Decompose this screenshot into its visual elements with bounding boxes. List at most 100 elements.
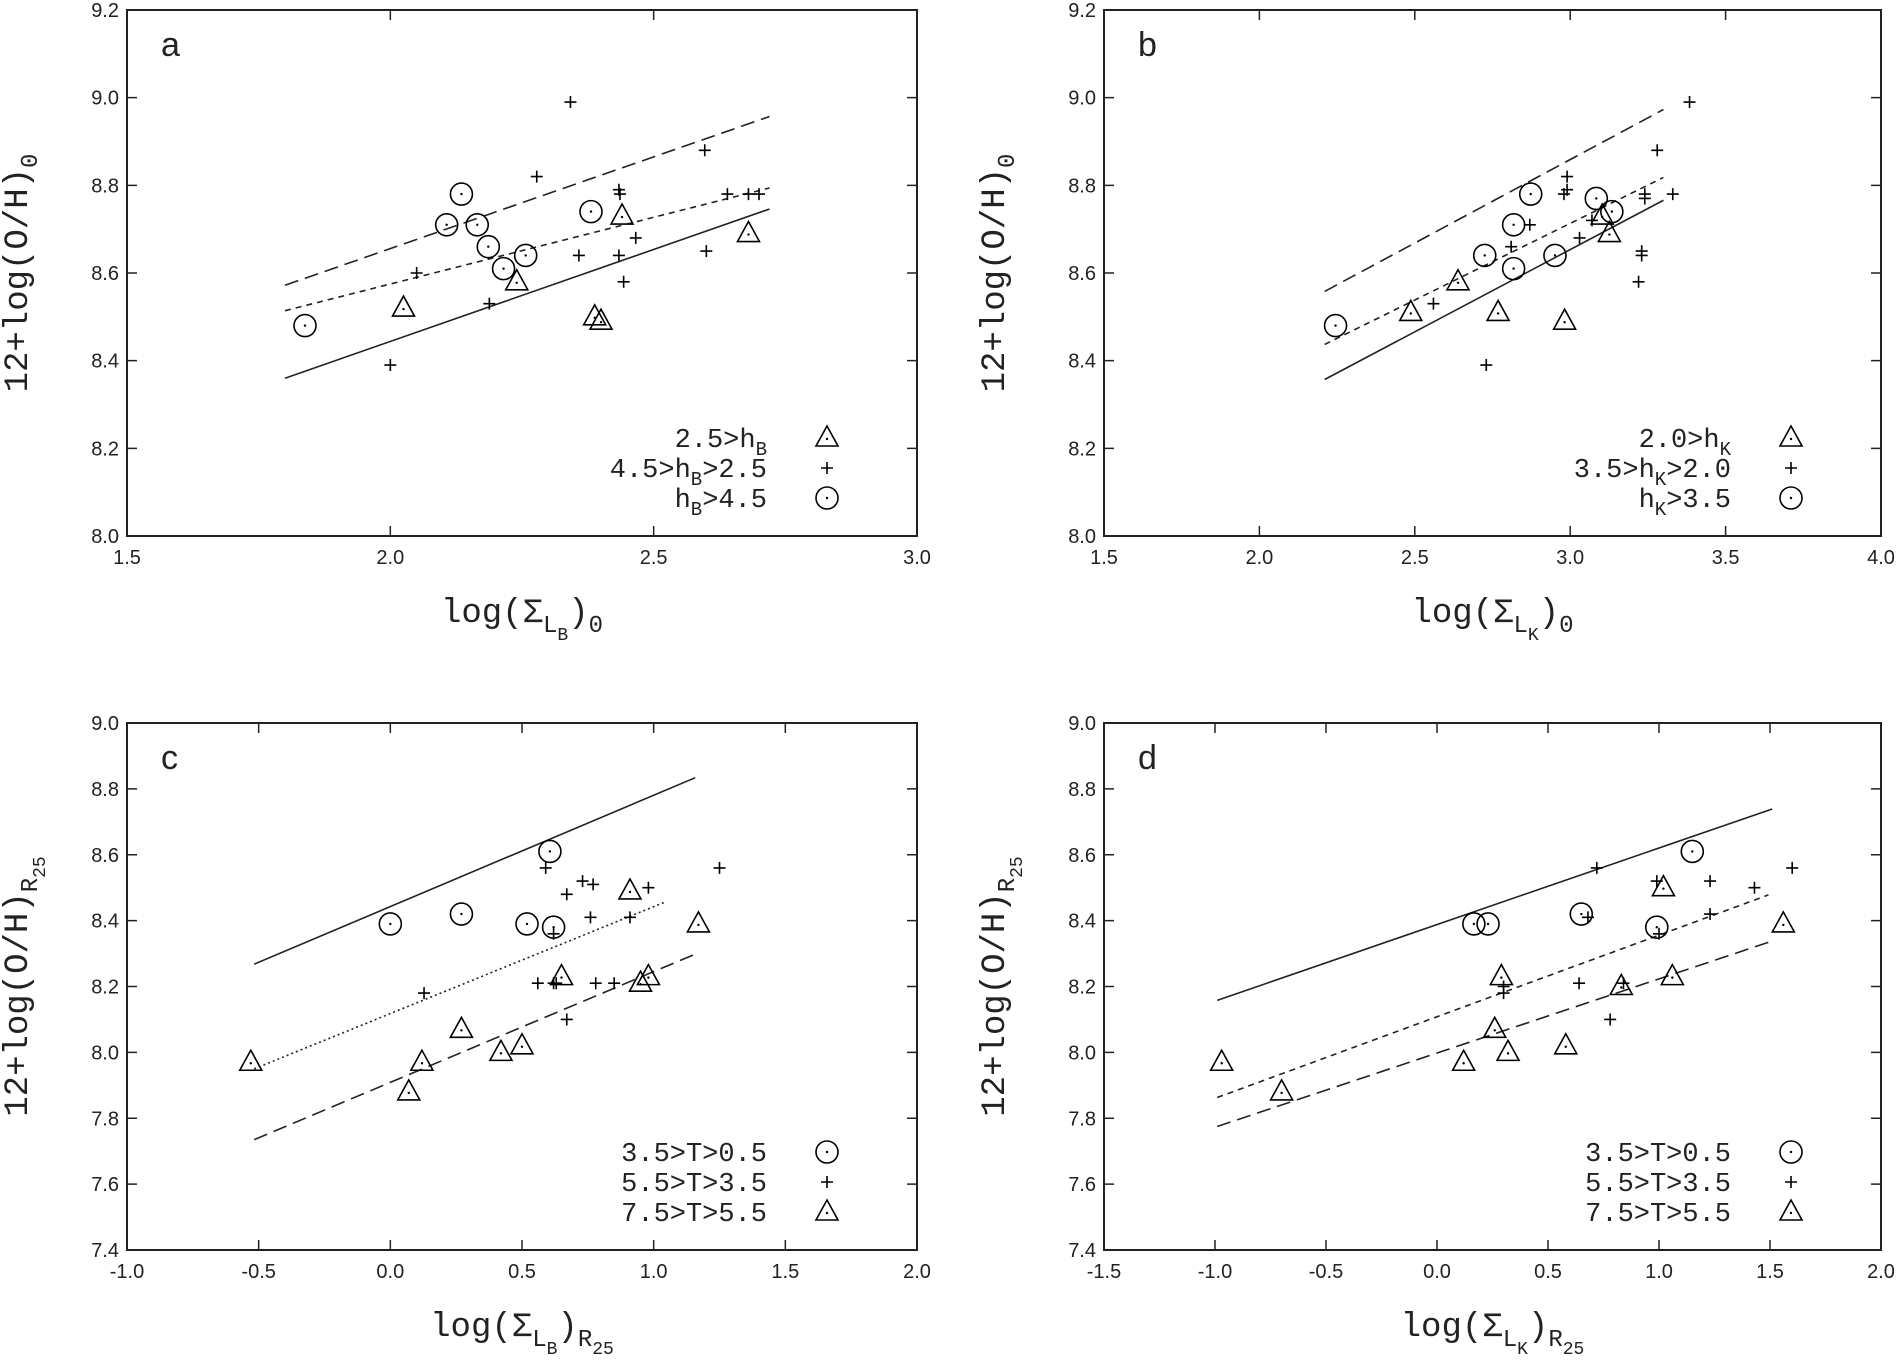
marker — [1597, 219, 1622, 243]
marker-dot — [487, 245, 490, 248]
y-tick-label: 8.0 — [91, 526, 119, 548]
legend-label: 3.5>hK>2.0 — [1574, 456, 1731, 491]
marker — [1584, 186, 1609, 211]
marker — [515, 912, 539, 936]
marker-ring — [515, 912, 539, 936]
x-tick-label: 0.0 — [1423, 1261, 1451, 1283]
marker-dot — [525, 922, 529, 926]
marker-dot — [1553, 254, 1557, 257]
marker-dot — [1789, 496, 1793, 500]
marker-ring — [1779, 1140, 1803, 1164]
legend-marker — [1778, 1198, 1804, 1221]
label-part: R — [995, 878, 1022, 892]
x-tick-label: 2.5 — [1401, 547, 1429, 569]
y-tick-label: 7.6 — [91, 1174, 119, 1196]
marker-ring — [579, 199, 603, 224]
label-part: B — [547, 1340, 558, 1360]
marker-dot — [1493, 1029, 1496, 1032]
marker — [1644, 915, 1669, 940]
marker-triangle — [1398, 298, 1424, 322]
label-part: L — [1503, 1327, 1517, 1354]
x-tick-label: 1.5 — [1090, 547, 1118, 569]
label-part: K — [1720, 439, 1732, 461]
y-tick-label: 7.4 — [91, 1240, 119, 1262]
x-tick-label: 1.5 — [113, 547, 141, 569]
fit-line — [284, 115, 770, 287]
marker — [572, 249, 585, 262]
marker-triangle — [628, 969, 653, 993]
marker-plus — [584, 911, 597, 924]
x-tick-label: 3.0 — [1556, 547, 1584, 569]
y-axis-label: 12+log(O/H)0 — [977, 154, 1022, 393]
marker-plus — [1585, 214, 1598, 227]
y-tick-label: 9.0 — [91, 713, 119, 735]
label-part: 2.0>h — [1639, 426, 1720, 456]
marker-plus — [617, 275, 630, 288]
marker-triangle — [617, 877, 643, 900]
marker — [1680, 839, 1705, 864]
x-axis-label: log(ΣLB)R25 — [430, 1309, 614, 1360]
label-part: 0 — [18, 154, 45, 168]
marker — [1608, 972, 1634, 996]
marker-ring — [815, 1140, 839, 1164]
marker-plus — [1666, 188, 1679, 201]
marker-plus — [564, 96, 577, 109]
marker — [623, 911, 636, 924]
marker-plus — [547, 927, 560, 940]
marker — [1557, 188, 1570, 201]
marker-triangle — [1489, 962, 1514, 986]
marker — [449, 902, 474, 926]
marker-dot — [1462, 1062, 1465, 1065]
marker-dot — [1671, 976, 1674, 979]
marker-dot — [560, 976, 563, 979]
fit-line — [253, 776, 696, 965]
y-tick-label: 8.0 — [1068, 1042, 1096, 1064]
legend-marker — [814, 424, 840, 447]
marker-ring — [476, 234, 501, 259]
marker — [1323, 313, 1348, 338]
legend-marker — [1779, 486, 1803, 510]
x-tick-label: 0.5 — [508, 1261, 536, 1283]
marker — [1543, 243, 1567, 268]
marker — [613, 188, 626, 201]
label-part: >2.0 — [1666, 456, 1731, 486]
marker — [539, 861, 552, 874]
y-tick-label: 8.8 — [91, 779, 119, 801]
marker-dot — [1280, 1091, 1283, 1095]
y-tick-label: 8.2 — [1068, 438, 1096, 460]
label-part: 7.5>T>5.5 — [621, 1200, 767, 1230]
legend-marker — [821, 1176, 833, 1188]
marker-dot — [1655, 926, 1658, 929]
marker-dot — [1691, 850, 1694, 853]
marker-dot — [445, 223, 448, 226]
label-part: 0 — [995, 154, 1022, 168]
marker-triangle — [391, 294, 416, 317]
marker-dot — [599, 321, 603, 324]
label-part: 12+log(O/H) — [0, 892, 38, 1116]
marker — [238, 1048, 264, 1072]
marker — [1495, 1038, 1521, 1062]
marker-ring — [1501, 212, 1526, 237]
marker-triangle — [609, 202, 635, 225]
x-axis-label: log(ΣLK)R25 — [1401, 1309, 1585, 1360]
y-tick-label: 8.8 — [1068, 779, 1096, 801]
marker-dot — [249, 1062, 252, 1065]
x-tick-label: 2.0 — [376, 547, 404, 569]
marker — [1501, 212, 1526, 237]
marker — [1398, 298, 1424, 322]
marker — [531, 977, 544, 990]
x-tick-label: -1.5 — [1087, 1261, 1121, 1283]
x-tick-label: -1.0 — [1198, 1261, 1232, 1283]
y-tick-label: 8.4 — [91, 351, 119, 373]
marker-plus — [821, 462, 833, 474]
marker — [1501, 256, 1526, 281]
y-tick-label: 8.2 — [91, 977, 119, 999]
marker-plus — [1581, 911, 1594, 924]
marker-plus — [384, 359, 397, 372]
marker — [608, 977, 621, 990]
marker — [1581, 911, 1594, 924]
marker-triangle — [636, 962, 661, 986]
label-part: 5.5>T>3.5 — [621, 1170, 767, 1200]
x-tick-label: 3.0 — [903, 547, 931, 569]
marker-dot — [548, 850, 552, 853]
